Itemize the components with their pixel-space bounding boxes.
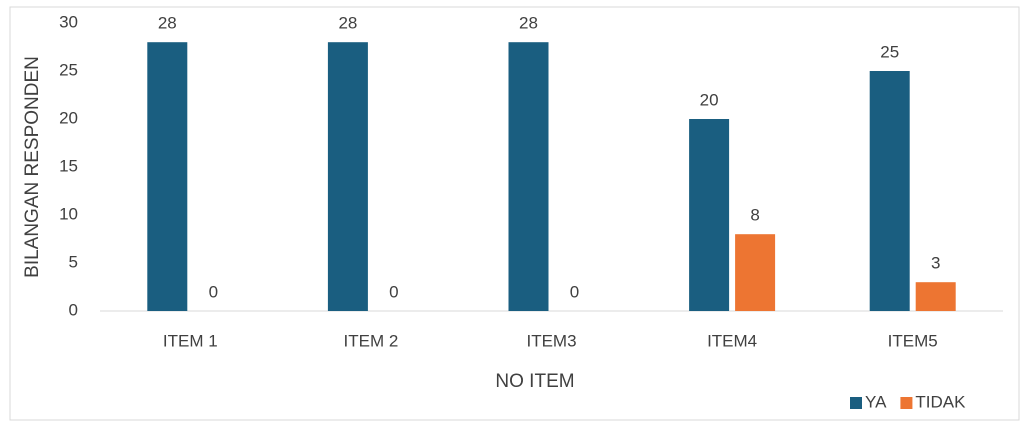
data-label: 28 <box>338 14 357 33</box>
y-tick-label: 5 <box>69 252 78 271</box>
data-label: 3 <box>931 254 940 273</box>
data-label: 0 <box>389 282 398 301</box>
y-tick-label: 20 <box>59 108 78 127</box>
y-tick-label: 10 <box>59 204 78 223</box>
bar <box>915 282 956 311</box>
bar <box>689 119 730 311</box>
legend-label: TIDAK <box>915 392 966 411</box>
data-label: 20 <box>700 90 719 109</box>
data-label: 0 <box>570 282 579 301</box>
y-axis-title: BILANGAN RESPONDEN <box>22 56 43 278</box>
bar <box>735 234 776 311</box>
y-tick-label: 30 <box>59 12 78 31</box>
bar <box>508 42 549 311</box>
x-axis-title: NO ITEM <box>495 371 574 392</box>
legend-label: YA <box>865 392 887 411</box>
data-label: 25 <box>880 42 899 61</box>
data-label: 28 <box>158 14 177 33</box>
x-tick-label: ITEM4 <box>707 331 757 350</box>
legend-swatch <box>850 397 862 409</box>
data-label: 28 <box>519 14 538 33</box>
y-tick-label: 0 <box>69 300 78 319</box>
bar <box>327 42 368 311</box>
x-tick-label: ITEM 1 <box>163 331 218 350</box>
bar <box>869 71 910 311</box>
data-label: 0 <box>209 282 218 301</box>
y-tick-label: 25 <box>59 60 78 79</box>
x-tick-label: ITEM3 <box>526 331 576 350</box>
bar <box>147 42 188 311</box>
legend-swatch <box>900 397 913 409</box>
data-label: 8 <box>750 206 759 225</box>
x-tick-label: ITEM5 <box>888 331 938 350</box>
y-tick-label: 15 <box>59 156 78 175</box>
x-tick-label: ITEM 2 <box>344 331 399 350</box>
